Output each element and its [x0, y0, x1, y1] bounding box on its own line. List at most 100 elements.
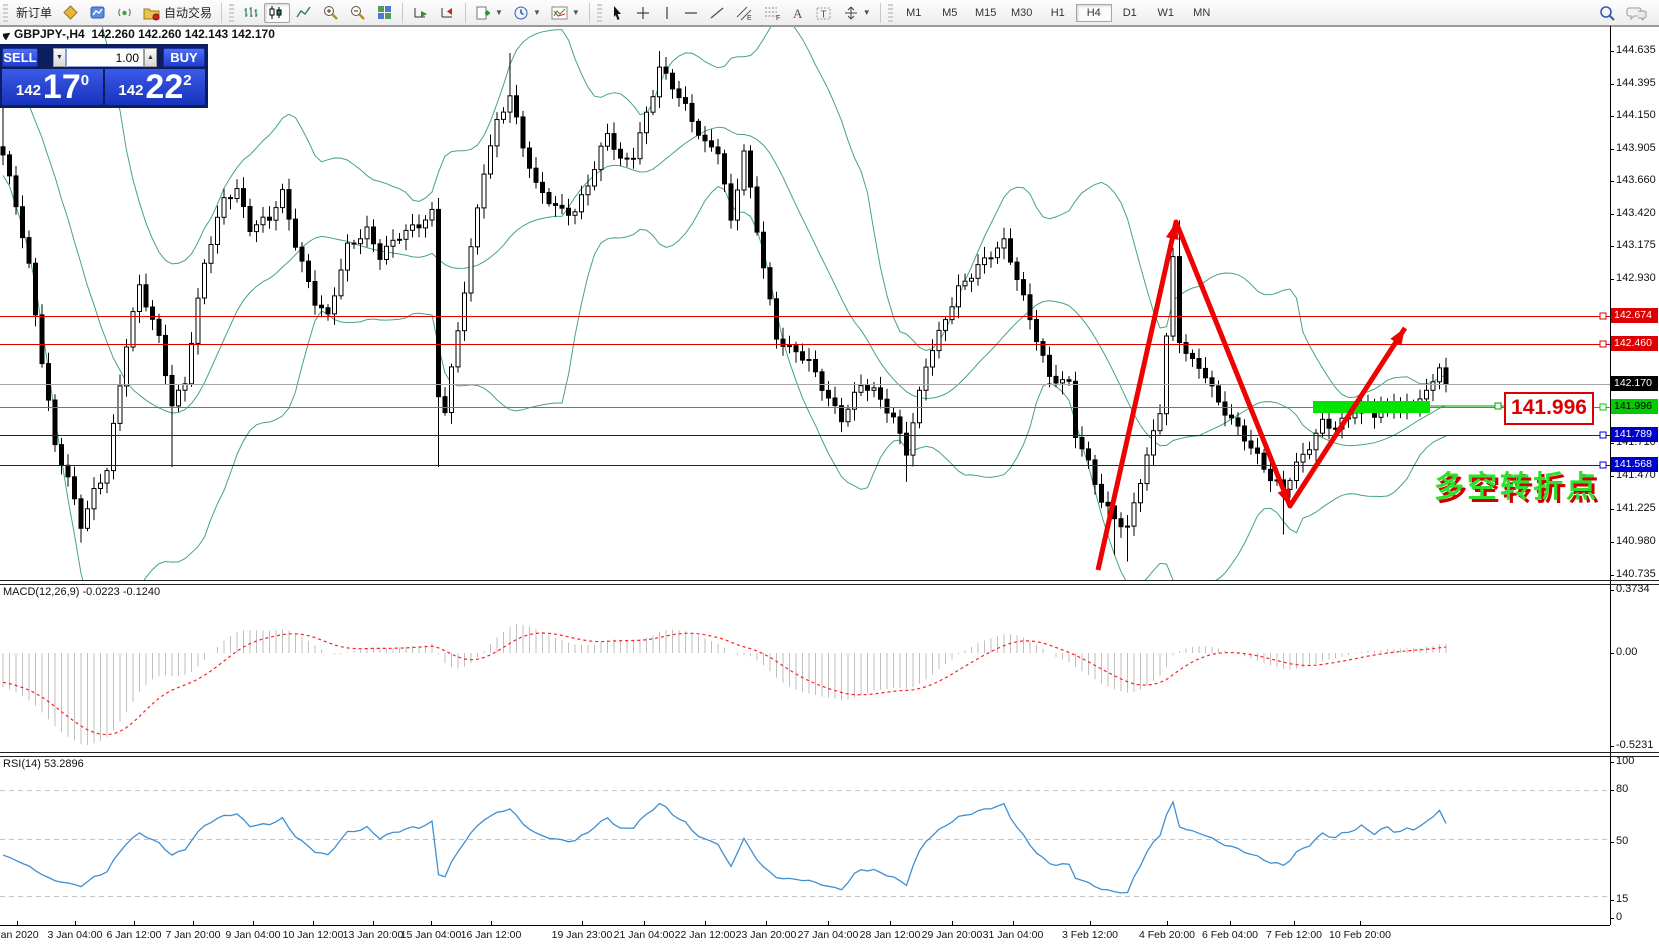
svg-text:E: E	[747, 15, 752, 21]
time-axis-label: 28 Jan 12:00	[859, 929, 921, 941]
price-axis-tick: 142.930	[1616, 272, 1656, 284]
profiles-icon[interactable]	[57, 3, 84, 23]
search-icon[interactable]	[1593, 3, 1621, 23]
timeframe-button-m15[interactable]: M15	[975, 6, 997, 19]
price-level-badge: 141.789	[1611, 427, 1658, 442]
rsi-axis-tick: 80	[1616, 783, 1629, 795]
zoom-in-icon[interactable]	[317, 3, 344, 23]
timeframe-button-h4[interactable]: H4	[1075, 3, 1112, 22]
time-axis-label: 10 Feb 20:00	[1329, 929, 1391, 941]
chat-icon[interactable]	[1621, 3, 1653, 23]
auto-trading-icon	[143, 8, 160, 20]
macd-axis-tick: -0.5231	[1616, 739, 1654, 751]
signals-icon[interactable]	[111, 3, 138, 23]
trendline-icon[interactable]	[704, 3, 730, 23]
sell-price[interactable]: 142 17 0	[2, 69, 103, 105]
chart-title: GBPJPY-,H4 142.260 142.260 142.143 142.1…	[14, 27, 275, 41]
crosshair-icon[interactable]	[630, 3, 656, 23]
price-axis-tick: 144.635	[1616, 44, 1656, 56]
chart-window-icon	[3, 32, 11, 40]
rsi-label: RSI(14) 53.2896	[3, 758, 84, 770]
price-axis-tick: 141.470	[1616, 469, 1656, 481]
turning-point-annotation[interactable]: 多空转折点	[1434, 471, 1599, 504]
rsi-indicator	[0, 790, 1610, 897]
sell-button[interactable]: SELL	[2, 48, 38, 67]
price-level-lines	[0, 312, 1610, 469]
volume-decrease-button[interactable]: ▼	[53, 48, 66, 67]
time-axis-label: Jan 2020	[0, 929, 39, 941]
zoom-out-icon[interactable]	[344, 3, 371, 23]
timeframe-button-h1[interactable]: H1	[1050, 6, 1065, 19]
time-axis-label: 7 Jan 20:00	[165, 929, 221, 941]
timeframe-button-m30[interactable]: M30	[1011, 6, 1033, 19]
timeframe-button-m5[interactable]: M5	[942, 6, 958, 19]
separator	[465, 2, 467, 23]
new-order-button[interactable]: 新订单	[11, 3, 57, 23]
rsi-axis-tick: 50	[1616, 835, 1629, 847]
tile-windows-icon[interactable]	[371, 3, 398, 23]
price-axis-tick: 143.175	[1616, 239, 1656, 251]
timeframe-button-d1[interactable]: D1	[1122, 6, 1137, 19]
svg-text:A: A	[793, 6, 803, 21]
text-label-icon[interactable]: T	[810, 3, 838, 23]
toolbar-grip	[3, 3, 8, 22]
buy-price[interactable]: 142 22 2	[105, 69, 205, 105]
equidistant-channel-icon[interactable]: E	[730, 3, 758, 23]
candles	[0, 51, 1449, 562]
time-axis-label: 6 Feb 04:00	[1201, 929, 1259, 941]
timeframe-button-m1[interactable]: M1	[906, 6, 922, 19]
time-axis-label: 23 Jan 20:00	[735, 929, 797, 941]
time-axis-label: 13 Jan 20:00	[342, 929, 404, 941]
timeframe-button-mn[interactable]: MN	[1193, 6, 1211, 19]
time-axis-label: 15 Jan 04:00	[400, 929, 462, 941]
horizontal-line-icon[interactable]	[678, 3, 704, 23]
time-axis-label: 3 Jan 04:00	[47, 929, 103, 941]
buy-price-big: 22	[145, 68, 184, 107]
text-icon[interactable]: A	[786, 3, 810, 23]
arrowhead	[1390, 328, 1405, 346]
volume-increase-button[interactable]: ▲	[144, 48, 157, 67]
price-callout[interactable]: 141.996	[1504, 392, 1594, 425]
auto-scroll-icon[interactable]	[407, 3, 434, 23]
volume-input[interactable]: 1.00	[66, 48, 144, 67]
fibonacci-icon[interactable]: F	[758, 3, 786, 23]
separator	[879, 2, 881, 23]
macd-axis-tick: 0.00	[1616, 646, 1638, 658]
toolbar-grip	[596, 3, 602, 22]
cursor-icon[interactable]	[605, 3, 630, 23]
bollinger-bands	[2, 27, 1447, 580]
bar-chart-icon[interactable]	[237, 3, 264, 23]
separator	[221, 2, 223, 23]
chevron-down-icon: ▼	[495, 8, 503, 17]
price-level-badge: 142.460	[1611, 336, 1658, 351]
support-highlight-bar	[1313, 401, 1430, 413]
market-watch-icon[interactable]	[84, 3, 111, 23]
chevron-down-icon: ▼	[571, 8, 580, 17]
chart-shift-icon[interactable]	[434, 3, 461, 23]
price-axis-tick: 140.980	[1616, 535, 1656, 547]
line-chart-icon[interactable]	[290, 3, 317, 23]
new-order-dropdown[interactable]: ▼	[470, 3, 508, 23]
indicators-dropdown[interactable]: ▼	[546, 3, 585, 23]
time-axis-label: 9 Jan 04:00	[225, 929, 281, 941]
buy-price-prefix: 142	[118, 82, 144, 99]
price-axis-tick: 144.395	[1616, 77, 1656, 89]
timeframe-bar: M1 M5 M15 M30 H1 H4 D1 W1 MN	[896, 3, 1220, 22]
macd-axis-tick: 0.3734	[1616, 583, 1650, 595]
candlestick-chart-icon[interactable]	[264, 2, 291, 23]
svg-text:F: F	[776, 15, 780, 21]
timeframe-button-w1[interactable]: W1	[1157, 6, 1174, 19]
svg-text:T: T	[820, 9, 826, 20]
toolbar-grip	[887, 3, 893, 22]
shapes-dropdown[interactable]: ▼	[838, 3, 876, 23]
auto-trading-button[interactable]: 自动交易	[138, 3, 217, 23]
period-clock-dropdown[interactable]: ▼	[508, 3, 546, 23]
time-axis-label: 27 Jan 04:00	[797, 929, 859, 941]
time-axis-label: 22 Jan 12:00	[674, 929, 736, 941]
buy-button[interactable]: BUY	[163, 48, 205, 67]
vertical-line-icon[interactable]	[656, 3, 678, 23]
time-axis-label: 19 Jan 23:00	[551, 929, 613, 941]
price-axis-tick: 141.225	[1616, 502, 1656, 514]
price-level-badge: 142.674	[1611, 308, 1658, 323]
sell-price-prefix: 142	[15, 82, 41, 99]
